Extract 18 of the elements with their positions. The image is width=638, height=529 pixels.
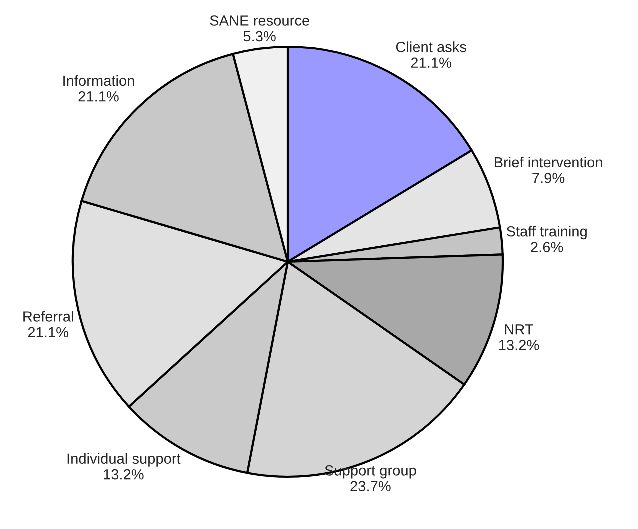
- data-label: 13.2%: [104, 469, 144, 480]
- slice-label: Support group: [325, 466, 416, 479]
- data-label: 5.3%: [244, 31, 276, 42]
- slice-label: Individual support: [68, 453, 181, 467]
- data-label: 21.1%: [411, 58, 452, 68]
- data-label: 7.9%: [532, 173, 565, 184]
- slice-label: SANE resource: [210, 16, 310, 26]
- slice-label: Referral: [24, 311, 74, 322]
- slice-label: Staff training: [506, 226, 587, 240]
- data-label: 21.1%: [78, 91, 119, 102]
- data-label: 2.6%: [531, 242, 564, 252]
- slice-label: Client asks: [396, 42, 466, 52]
- slice-label: Information: [64, 75, 134, 86]
- data-label: 21.1%: [28, 327, 69, 338]
- slice-label: NRT: [505, 324, 534, 335]
- data-label: 13.2%: [499, 340, 540, 350]
- data-label: 23.7%: [350, 481, 391, 492]
- slice-label: Brief intervention: [495, 156, 602, 168]
